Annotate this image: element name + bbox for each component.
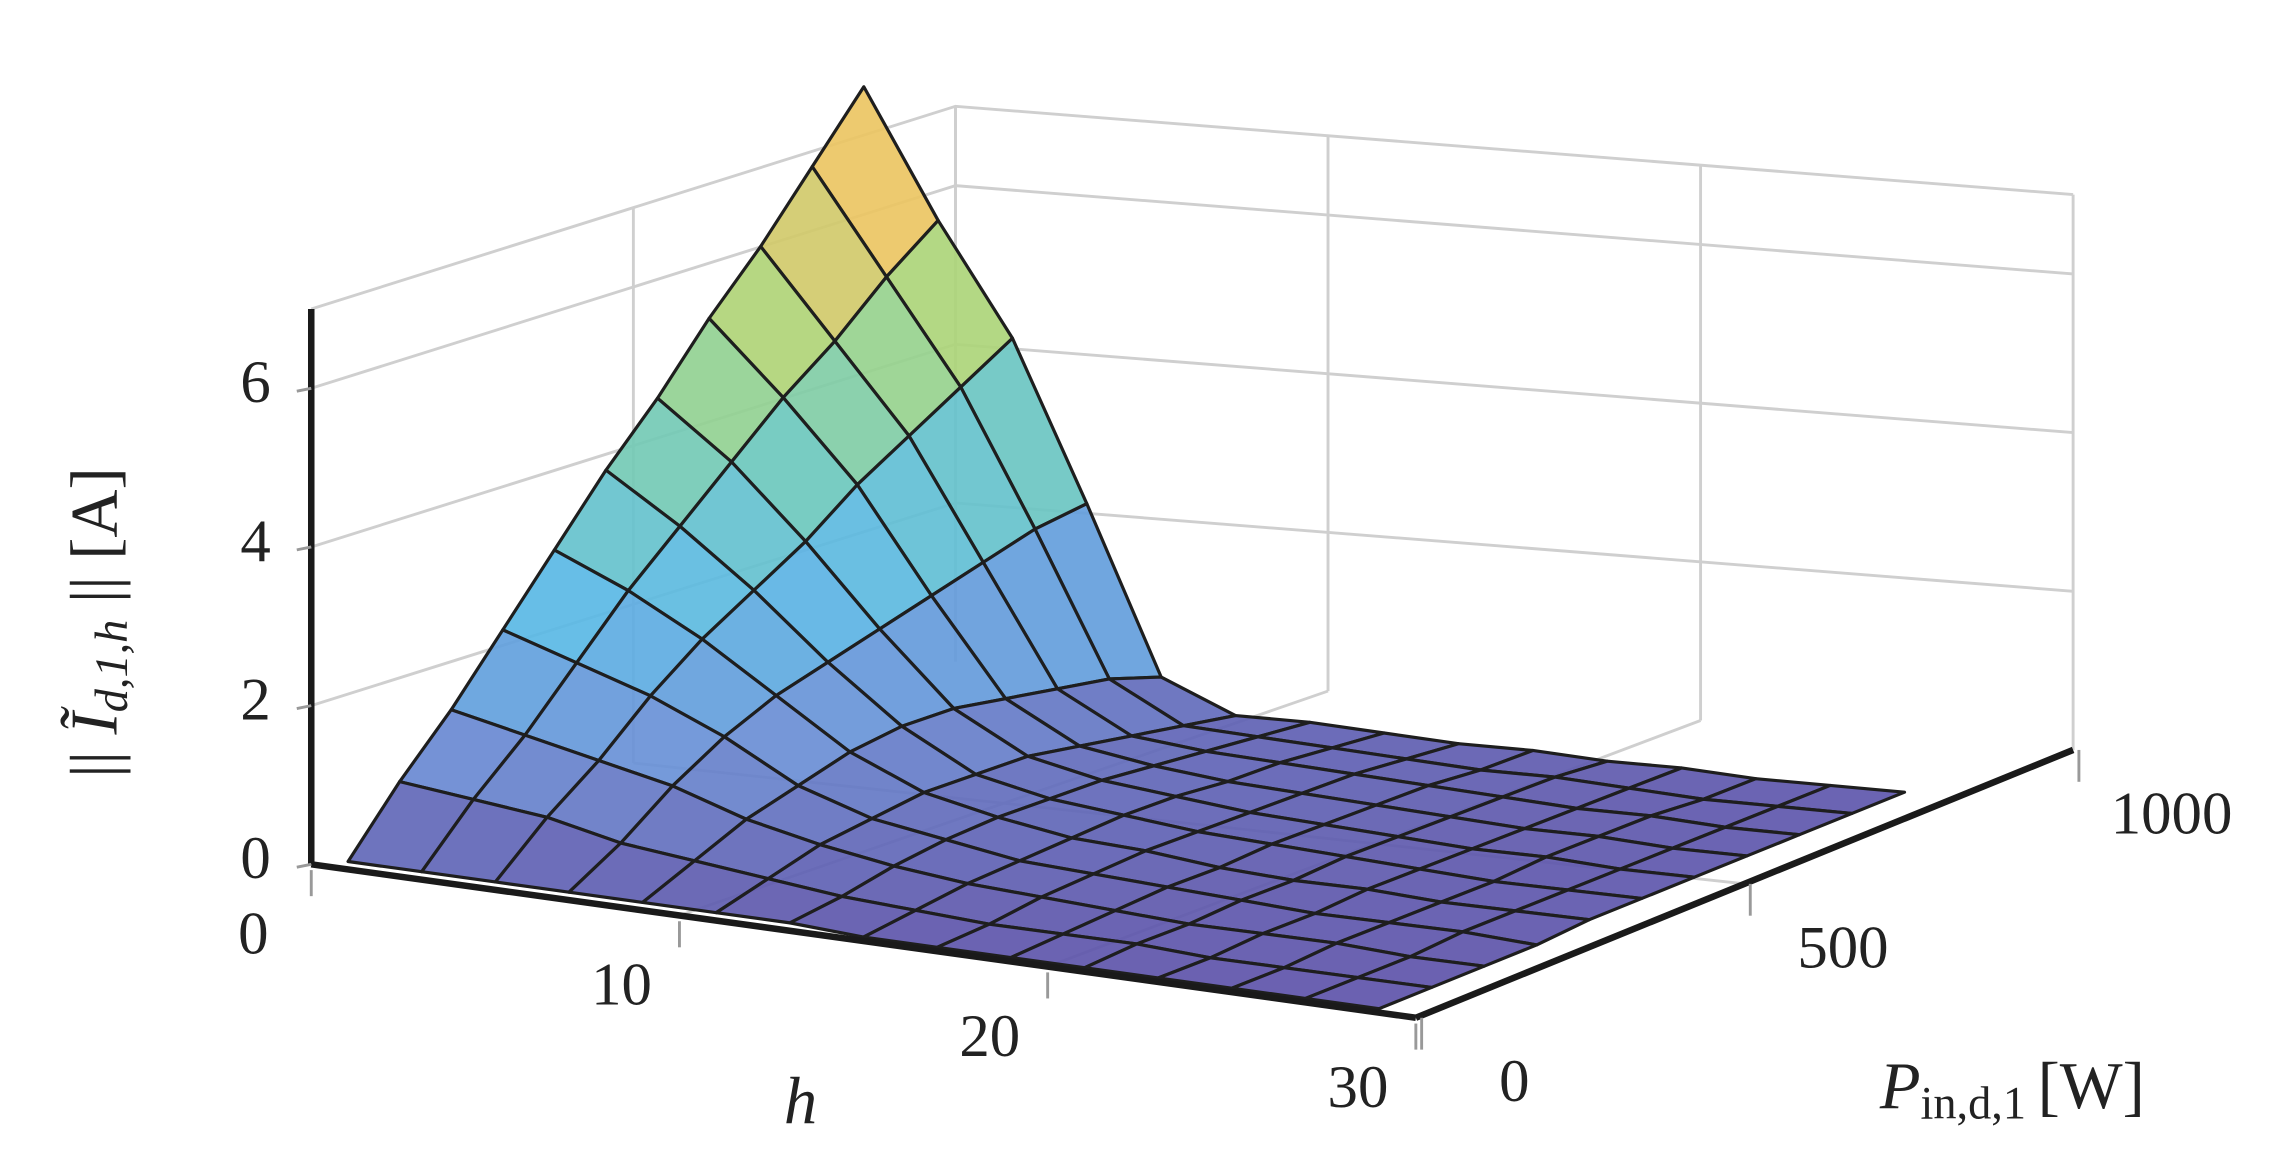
box-top-edge [310,104,2074,311]
x-tick-label: 0 [238,901,268,968]
axes: 0 2 4 6 0 10 20 30 0 500 1000 [238,308,2233,1121]
x-axis-line [310,861,1417,1021]
x-tick-label: 30 [1328,1054,1389,1121]
z-label-left: || [59,734,132,777]
y-tick-label: 0 [1499,1048,1529,1115]
x-tick-label: 20 [959,1003,1020,1070]
surface [346,85,1907,1011]
z-tick [296,862,312,869]
y-label-unit: [W] [2038,1050,2145,1123]
y-label-base: P [1879,1050,1921,1123]
z-tick-label: 0 [240,825,270,892]
y-label-sub: in,d,1 [1921,1078,2027,1129]
z-tick [296,704,312,710]
surface-face [1303,975,1434,1011]
x-axis-label: h [784,1065,817,1138]
z-tick-label: 2 [240,667,270,734]
z-label-sub: d,1,h [86,620,137,713]
z-grid-line [310,184,2074,390]
y-tick-label: 500 [1797,914,1888,981]
z-tick-label: 4 [240,508,270,575]
z-tick-label: 6 [240,349,270,416]
z-label-right: || [A] [59,467,132,619]
z-axis-label: || Ĩd,1,h || [A] [59,467,138,777]
y-axis-label: Pin,d,1 [W] [1879,1050,2145,1129]
z-tick [296,386,312,393]
x-tick-label: 10 [591,952,652,1019]
y-tick-label: 1000 [2111,780,2233,847]
z-tick [296,545,312,552]
y-axis-line [1414,746,2075,1021]
